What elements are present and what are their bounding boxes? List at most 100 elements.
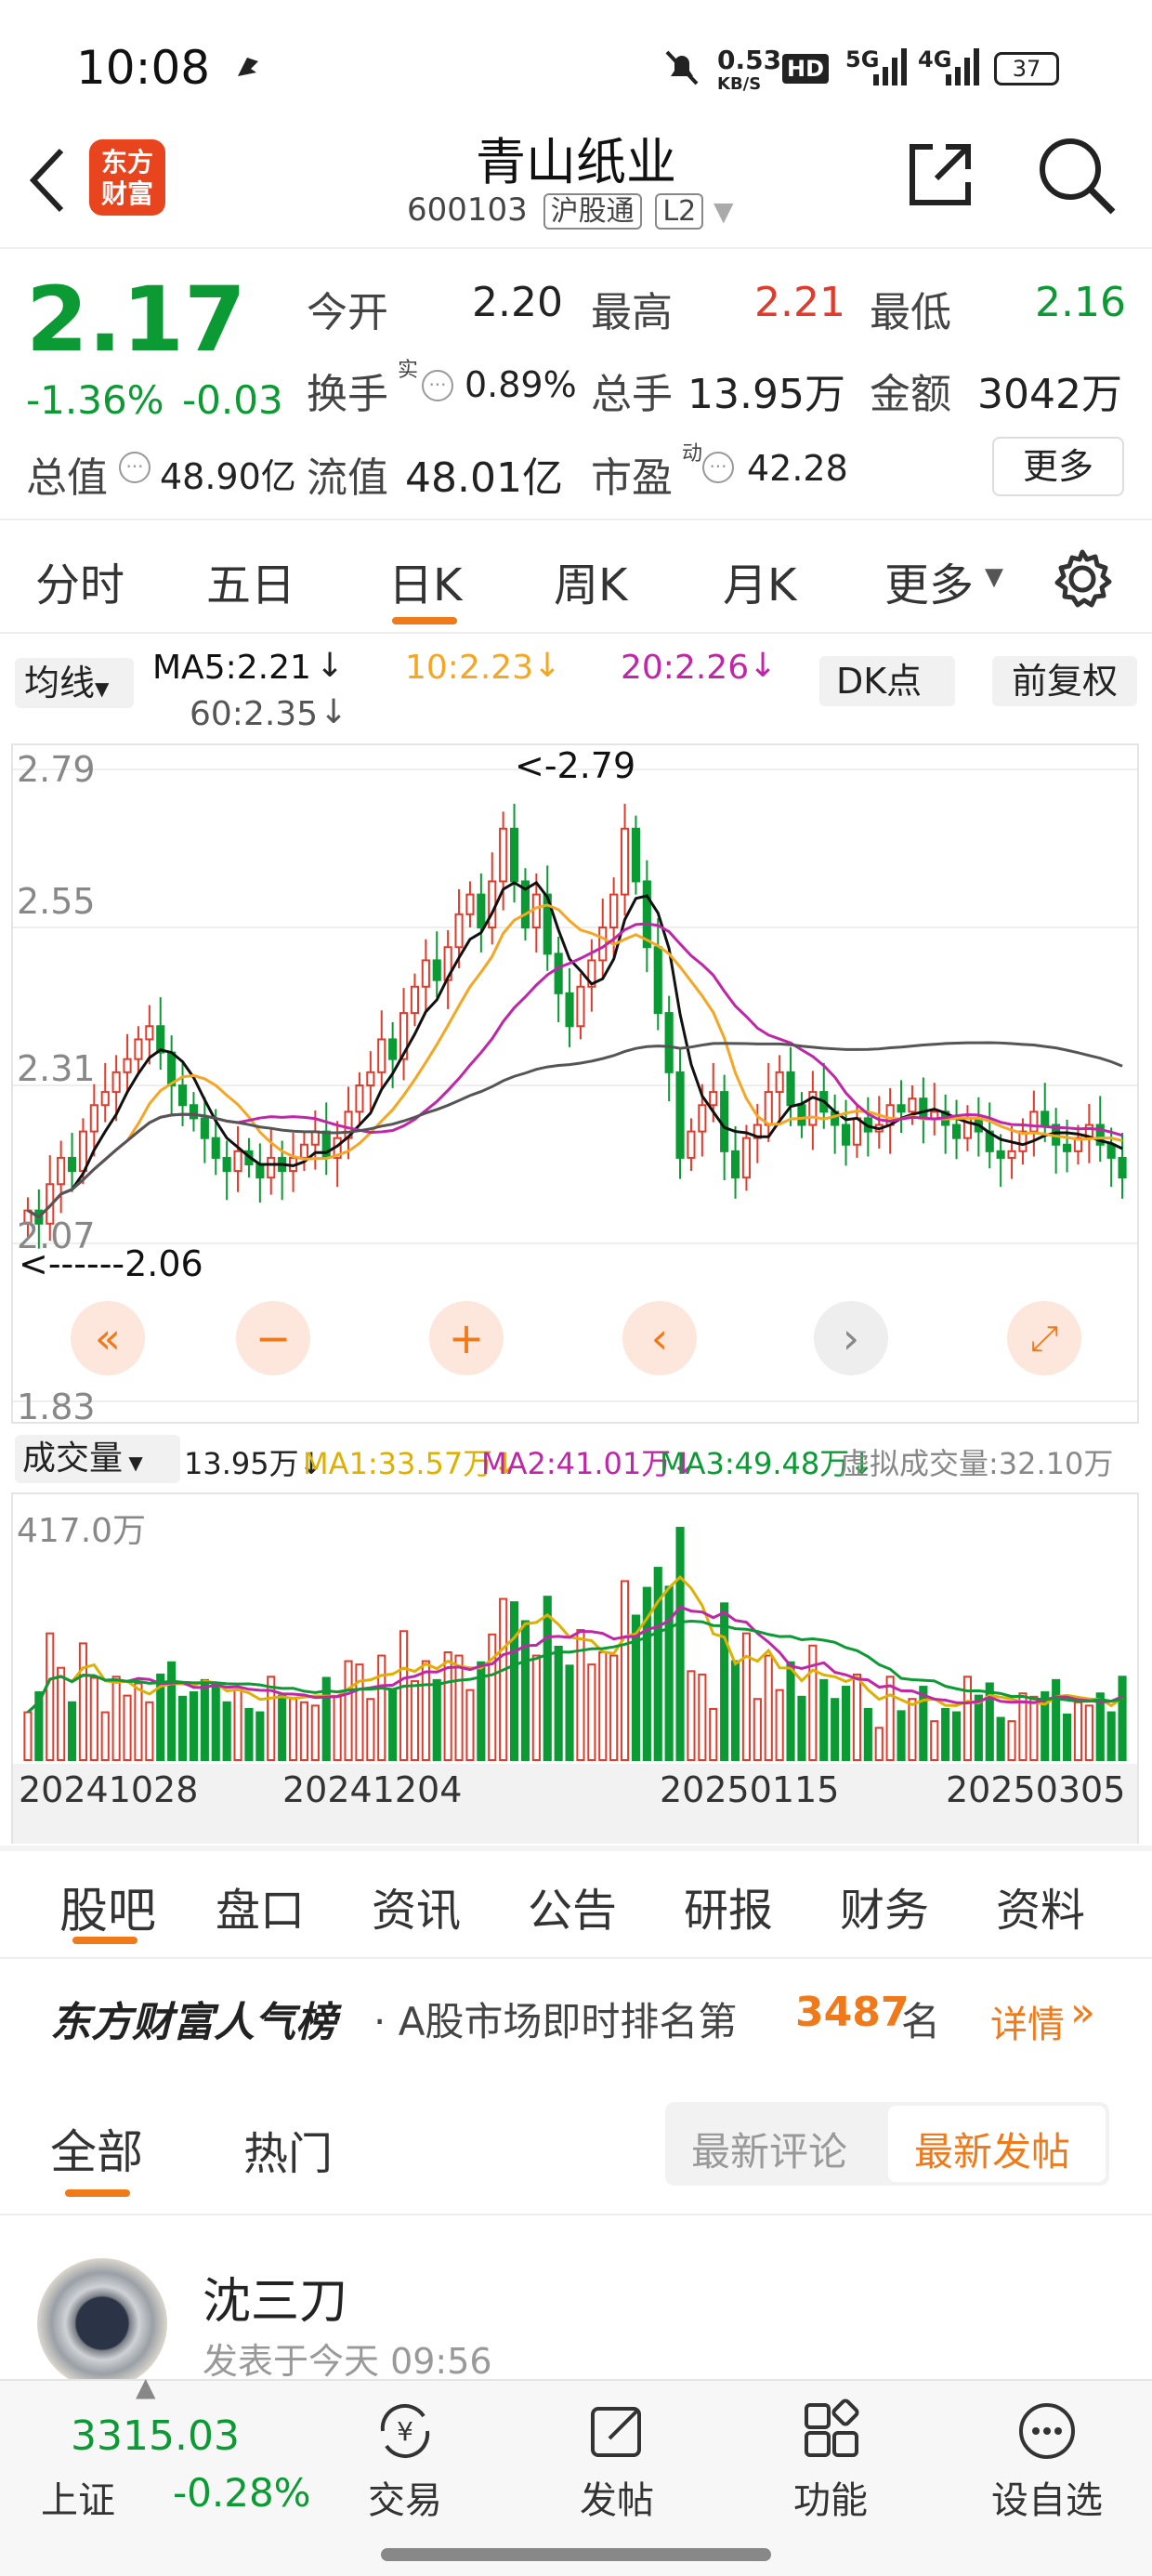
candle-body	[78, 1130, 88, 1173]
quote-panel: 2.17 -1.36% -0.03 今开 2.20 最高 2.21 最低 2.1…	[0, 249, 1152, 519]
signal-bars-2-icon	[946, 48, 979, 85]
volume-bar	[598, 1650, 608, 1762]
volume-dropdown-label: 成交量	[22, 1439, 124, 1478]
scroll-left-fast-button[interactable]: «	[71, 1301, 145, 1375]
zoom-in-button[interactable]: +	[429, 1301, 504, 1375]
share-icon[interactable]	[903, 138, 977, 212]
app-logo[interactable]: 东方 财富	[89, 139, 165, 216]
candle-body	[255, 1163, 265, 1179]
nav-watchlist[interactable]: 设自选	[977, 2398, 1117, 2524]
candle-body	[465, 893, 475, 915]
search-icon[interactable]	[1035, 134, 1119, 217]
candle-body	[587, 959, 596, 988]
candle-body	[709, 1091, 718, 1107]
volume-bar	[388, 1689, 398, 1761]
candle-body	[554, 953, 563, 994]
kline-chart[interactable]: 2.79 2.55 2.31 2.07 1.83 <-2.79 <------2…	[11, 743, 1139, 1427]
avatar[interactable]	[37, 2258, 167, 2379]
tab-announcements[interactable]: 公告	[528, 1885, 618, 1937]
nav-post-label: 发帖	[580, 2479, 654, 2522]
candle-body	[421, 959, 430, 988]
fullscreen-button[interactable]: ⤢	[1007, 1301, 1081, 1375]
adjust-button[interactable]: 前复权	[992, 656, 1137, 706]
back-icon[interactable]	[24, 143, 71, 217]
popularity-rank[interactable]: 东方财富人气榜 · A股市场即时排名第 3487 名 详情 »	[0, 1961, 1152, 2063]
nav-functions[interactable]: 功能	[771, 2398, 890, 2524]
date-label-3: 20250115	[660, 1769, 840, 1810]
post-tab-all[interactable]: 全部	[50, 2125, 143, 2179]
tab-research[interactable]: 研报	[684, 1885, 774, 1937]
tab-intraday[interactable]: 分时	[35, 559, 125, 611]
nav-post[interactable]: 发帖	[557, 2398, 676, 2524]
info-icon-3[interactable]: ···	[702, 452, 734, 483]
volume-bar	[919, 1686, 928, 1761]
info-icon-2[interactable]: ···	[119, 452, 151, 483]
kline-svg	[13, 769, 1137, 1402]
edit-icon	[591, 2407, 641, 2457]
post-author[interactable]: 沈三刀	[203, 2274, 348, 2330]
post-tab-hot[interactable]: 热门	[243, 2128, 334, 2180]
volume-bar	[908, 1698, 917, 1761]
volume-bar	[344, 1660, 353, 1761]
sort-latest-post[interactable]: 最新发帖	[914, 2129, 1071, 2175]
volume-bar	[819, 1678, 829, 1761]
tab-weekly-k[interactable]: 周K	[554, 559, 628, 611]
level2-badge: L2	[655, 193, 704, 230]
volume-bar	[930, 1720, 939, 1761]
max-price-note: <-2.79	[515, 745, 636, 786]
scroll-left-button[interactable]: ‹	[622, 1301, 697, 1375]
tab-more[interactable]: 更多	[884, 559, 975, 611]
min-price-note: <------2.06	[19, 1243, 203, 1284]
dk-point-button[interactable]: DK点	[819, 656, 955, 706]
y-label-2: 2.55	[17, 881, 96, 922]
settings-gear-icon[interactable]	[1052, 548, 1113, 610]
active-tab-indicator	[65, 2189, 130, 2197]
scroll-right-button[interactable]: ›	[814, 1301, 888, 1375]
y-label-4: 2.07	[17, 1216, 96, 1256]
candle-body	[477, 893, 486, 928]
nav-trade[interactable]: ¥ 交易	[346, 2398, 465, 2524]
volume-bar	[941, 1707, 950, 1761]
tab-monthly-k[interactable]: 月K	[723, 559, 797, 611]
more-button[interactable]: 更多	[992, 437, 1124, 496]
volume-bar	[211, 1682, 220, 1761]
stock-code-row[interactable]: 600103 沪股通 L2 ▼	[407, 188, 734, 230]
high-label: 最高	[591, 289, 673, 336]
volume-dropdown[interactable]: 成交量 ▼	[15, 1435, 180, 1483]
candle-body	[687, 1130, 696, 1159]
candle-body	[67, 1156, 77, 1173]
candle-body	[233, 1150, 242, 1173]
tab-daily-k[interactable]: 日K	[388, 559, 463, 611]
volume-bar	[554, 1645, 563, 1761]
tab-finance[interactable]: 财务	[840, 1885, 930, 1937]
post-item[interactable]: 沈三刀 发表于今天 09:56	[0, 2215, 1152, 2379]
collapse-up-icon[interactable]: ▲	[136, 2372, 156, 2402]
candle-body	[741, 1137, 752, 1179]
tab-profile[interactable]: 资料	[996, 1885, 1086, 1937]
ma-dropdown[interactable]: 均线▼	[15, 658, 134, 708]
rank-brand: 东方财富人气榜	[50, 1999, 336, 2046]
rank-text: · A股市场即时排名第	[373, 1999, 738, 2044]
tab-five-day[interactable]: 五日	[206, 559, 296, 611]
logo-line2: 财富	[100, 178, 153, 209]
tab-news[interactable]: 资讯	[372, 1885, 462, 1937]
vol-ma3: MA3:49.48万↓	[660, 1446, 875, 1481]
rank-detail-link[interactable]: 详情	[990, 2004, 1065, 2046]
divider	[0, 1957, 1152, 1959]
volume-chart[interactable]: 417.0万 20241028 20241204 20250115 202503…	[11, 1492, 1139, 1844]
tab-pankou[interactable]: 盘口	[216, 1885, 306, 1937]
volume-bar	[1106, 1711, 1116, 1761]
rank-suffix: 名	[901, 1999, 941, 2044]
volume-bar	[377, 1654, 386, 1762]
zoom-out-button[interactable]: −	[236, 1301, 310, 1375]
caret-down-icon: ▼	[985, 563, 1003, 591]
info-icon[interactable]: ···	[422, 370, 453, 401]
candle-body	[100, 1091, 110, 1107]
sort-latest-comment[interactable]: 最新评论	[691, 2129, 848, 2175]
volume-bar	[587, 1663, 596, 1761]
candle-body	[145, 1025, 154, 1041]
volume-bar	[267, 1676, 276, 1761]
candle-body	[1018, 1130, 1028, 1152]
chart-tabs: 分时 五日 日K 周K 月K 更多 ▼	[0, 520, 1152, 632]
tab-guba[interactable]: 股吧	[59, 1884, 157, 1939]
